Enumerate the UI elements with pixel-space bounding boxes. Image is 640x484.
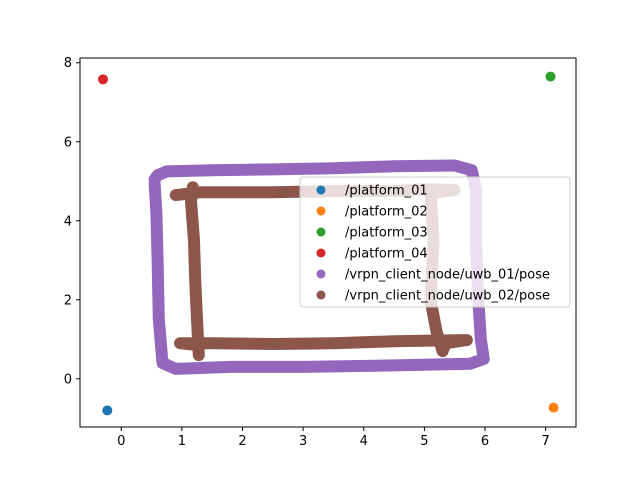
legend-label: /platform_01 (345, 184, 428, 199)
x-tick-label: 4 (360, 434, 368, 449)
y-tick-label: 4 (64, 214, 72, 229)
data-point-4 (98, 74, 109, 85)
legend-label: /platform_04 (345, 247, 428, 262)
x-tick-label: 7 (542, 434, 550, 449)
legend-marker (316, 290, 326, 300)
x-tick-label: 3 (299, 434, 307, 449)
legend: /platform_01/platform_02/platform_03/pla… (299, 176, 571, 308)
x-tick-label: 6 (481, 434, 489, 449)
x-tick-label: 0 (117, 434, 125, 449)
legend-box (299, 176, 571, 308)
legend-label: /vrpn_client_node/uwb_02/pose (345, 289, 550, 304)
x-axis: 0 1 2 3 4 5 6 7 (117, 427, 550, 449)
y-tick-label: 2 (64, 293, 72, 308)
y-axis: 0 2 4 6 8 (64, 56, 80, 387)
legend-marker (316, 206, 326, 216)
axes-frame (79, 57, 577, 428)
legend-label: /vrpn_client_node/uwb_01/pose (345, 268, 550, 283)
data-point-2 (548, 402, 559, 413)
x-tick-label: 1 (178, 434, 186, 449)
data-point-3 (545, 71, 556, 82)
y-tick-label: 6 (64, 135, 72, 150)
series-track-5 (148, 159, 490, 375)
legend-label: /platform_02 (345, 205, 428, 220)
legend-marker (316, 227, 326, 237)
y-tick-label: 8 (64, 56, 72, 71)
x-tick-label: 5 (420, 434, 428, 449)
x-tick-label: 2 (238, 434, 246, 449)
legend-marker (316, 269, 326, 279)
legend-marker (316, 248, 326, 258)
legend-label: /platform_03 (345, 226, 428, 241)
y-tick-label: 0 (64, 372, 72, 387)
data-point-1 (102, 405, 113, 416)
legend-marker (316, 185, 326, 195)
